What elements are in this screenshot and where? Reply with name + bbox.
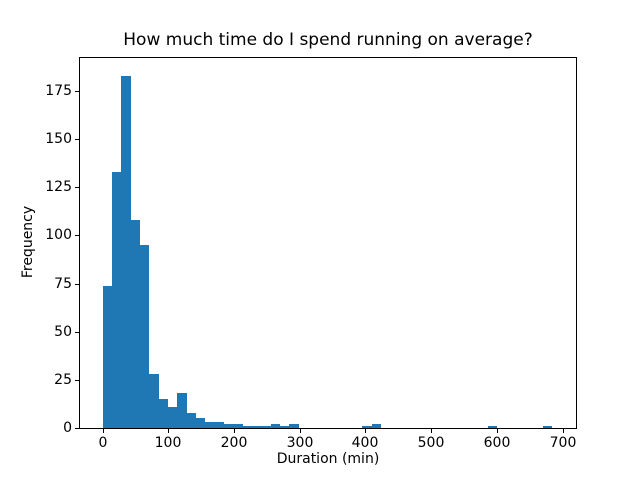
histogram-bar	[103, 286, 112, 428]
histogram-bar	[543, 426, 552, 428]
histogram-bar	[271, 424, 280, 428]
y-tick-mark	[75, 428, 79, 429]
histogram-bar	[196, 418, 205, 428]
x-tick-mark	[300, 429, 301, 433]
x-tick-label: 200	[220, 435, 248, 451]
histogram-bar	[112, 172, 121, 428]
histogram-bar	[362, 426, 372, 428]
histogram-bar	[488, 426, 497, 428]
y-tick-mark	[75, 380, 79, 381]
histogram-bar	[187, 413, 196, 428]
histogram-bar	[243, 426, 252, 428]
y-tick-mark	[75, 139, 79, 140]
y-tick-mark	[75, 235, 79, 236]
y-tick-label: 25	[54, 372, 72, 388]
x-tick-label: 300	[286, 435, 314, 451]
y-tick-mark	[75, 91, 79, 92]
histogram-bar	[149, 374, 159, 428]
histogram-bar	[280, 426, 289, 428]
x-tick-label: 600	[483, 435, 511, 451]
y-tick-mark	[75, 284, 79, 285]
y-tick-label: 150	[45, 131, 72, 147]
histogram-bar	[372, 424, 381, 428]
x-tick-mark	[497, 429, 498, 433]
y-tick-label: 125	[45, 179, 72, 195]
x-tick-mark	[365, 429, 366, 433]
x-tick-label: 400	[351, 435, 379, 451]
y-tick-label: 100	[45, 227, 72, 243]
histogram-bar	[252, 426, 261, 428]
histogram-bar	[215, 422, 224, 428]
histogram-bar	[233, 424, 243, 428]
histogram-bar	[140, 245, 149, 428]
histogram-bar	[159, 399, 168, 428]
x-tick-label: 0	[98, 435, 108, 451]
x-axis-label: Duration (min)	[276, 451, 380, 467]
x-tick-mark	[234, 429, 235, 433]
x-tick-mark	[168, 429, 169, 433]
y-tick-label: 0	[63, 420, 72, 436]
histogram-bar	[224, 424, 233, 428]
plot-area: 0 100 200 300 400 500 600 700 0 25 50 75 100 125 150 17…	[45, 57, 577, 451]
y-tick-label: 175	[45, 83, 72, 99]
y-tick-label: 75	[54, 276, 72, 292]
chart-title: How much time do I spend running on aver…	[123, 30, 533, 50]
histogram-bar	[177, 393, 187, 428]
histogram-bar	[205, 422, 215, 428]
y-tick-mark	[75, 332, 79, 333]
x-tick-mark	[103, 429, 104, 433]
histogram-bar	[261, 426, 271, 428]
histogram-bar	[289, 424, 299, 428]
x-tick-label: 500	[417, 435, 445, 451]
x-tick-label: 100	[154, 435, 182, 451]
histogram-bar	[168, 407, 177, 428]
x-tick-mark	[563, 429, 564, 433]
x-tick-mark	[431, 429, 432, 433]
x-tick-label: 700	[549, 435, 577, 451]
y-tick-label: 50	[54, 324, 72, 340]
histogram-bar	[131, 220, 140, 428]
histogram-bar	[121, 76, 131, 428]
y-tick-mark	[75, 187, 79, 188]
